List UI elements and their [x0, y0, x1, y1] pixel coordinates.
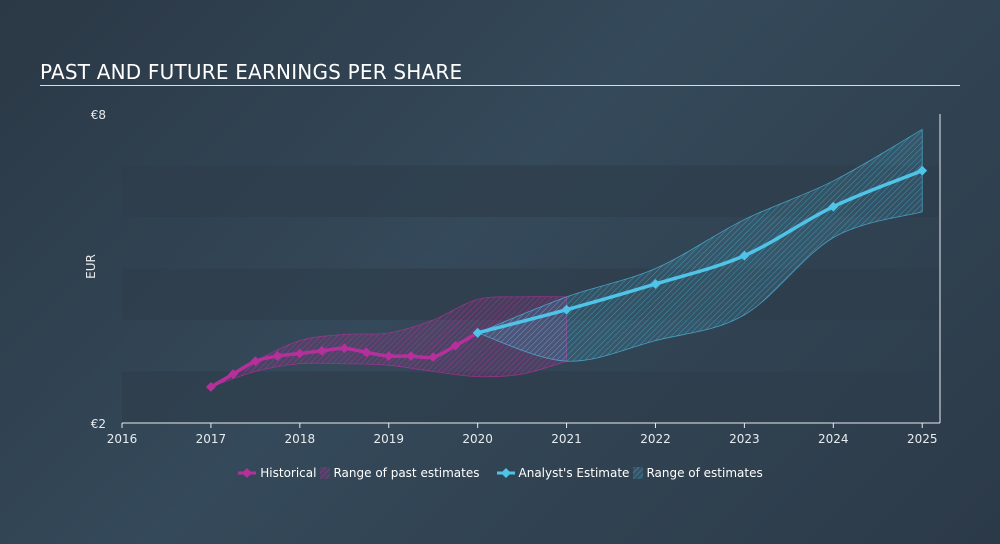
legend-historical-label: Historical: [260, 466, 317, 480]
estimate-line: [475, 168, 924, 335]
x-tick-label: 2018: [285, 432, 316, 446]
x-tick-label: 2017: [196, 432, 227, 446]
x-tick-label: 2023: [729, 432, 760, 446]
historical-data-point: [228, 369, 239, 380]
historical-data-point: [250, 356, 261, 367]
future-range-swatch-icon: [633, 467, 644, 479]
estimate-data-point: [917, 165, 928, 176]
historical-data-point: [339, 343, 350, 354]
estimate-marker-icon: [496, 468, 515, 478]
series-lines: [205, 165, 928, 392]
historical-marker-icon: [238, 468, 257, 478]
legend-estimate-label: Analyst's Estimate: [518, 466, 630, 480]
legend-estimate[interactable]: Analyst's Estimate: [496, 466, 630, 480]
estimate-data-point: [650, 279, 661, 289]
legend-past-range-label: Range of past estimates: [333, 466, 480, 480]
chart-title: PAST AND FUTURE EARNINGS PER SHARE: [40, 60, 463, 84]
chart-legend: Historical Range of past estimates Analy…: [0, 466, 1000, 480]
y-axis-label: EUR: [84, 254, 98, 279]
title-divider: [40, 85, 960, 86]
historical-data-point: [272, 351, 283, 361]
x-tick-label: 2019: [373, 432, 404, 446]
axes: 2016 2017 2018 2019 2020 2021 2022 2023 2024 2025…: [84, 108, 941, 446]
estimate-data-point: [561, 304, 572, 315]
y-tick-label: €2: [91, 417, 106, 431]
past-range-swatch-icon: [320, 467, 331, 479]
x-tick-label: 2021: [551, 432, 582, 446]
historical-data-point: [428, 352, 439, 363]
x-tick-label: 2025: [907, 432, 938, 446]
y-tick-label: €8: [91, 108, 106, 122]
x-tick-label: 2020: [462, 432, 493, 446]
legend-future-range[interactable]: Range of estimates: [633, 466, 763, 480]
historical-data-point: [406, 351, 416, 361]
legend-future-range-label: Range of estimates: [646, 466, 763, 480]
estimate-data-point: [739, 250, 750, 261]
x-tick-label: 2016: [107, 432, 138, 446]
x-tick-label: 2022: [640, 432, 671, 446]
historical-data-point: [383, 351, 394, 361]
historical-data-point: [294, 348, 305, 359]
historical-data-point: [450, 340, 461, 351]
estimate-data-point: [472, 327, 483, 338]
historical-data-point: [361, 347, 372, 358]
estimate-data-point: [828, 201, 839, 212]
historical-data-point: [317, 345, 328, 356]
legend-historical[interactable]: Historical: [237, 466, 316, 480]
historical-data-point: [205, 382, 216, 392]
background-band: [122, 371, 940, 423]
future-estimates-range: [476, 128, 923, 362]
legend-past-range[interactable]: Range of past estimates: [320, 466, 480, 480]
x-tick-label: 2024: [818, 432, 849, 446]
